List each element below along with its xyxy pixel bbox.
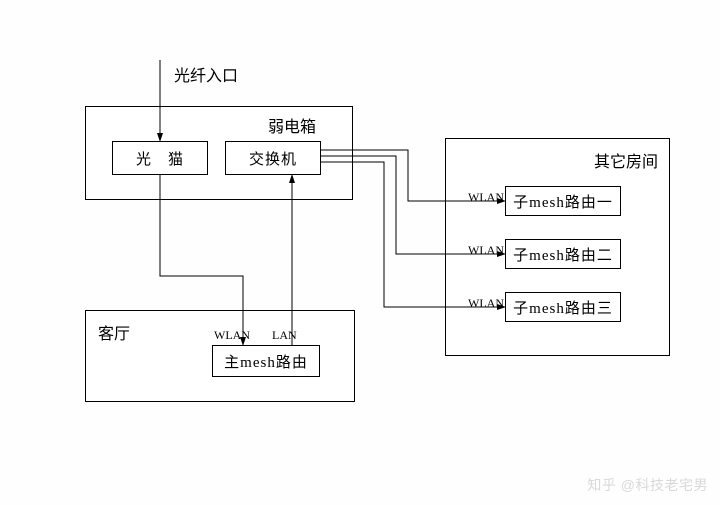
label-mesh3-wlan: WLAN [468,296,504,311]
label-main-lan: LAN [272,328,297,343]
node-mesh1-label: 子mesh路由一 [513,191,613,212]
label-main-wlan: WLAN [214,328,250,343]
label-mesh2-wlan: WLAN [468,243,504,258]
label-weak-box: 弱电箱 [268,113,316,137]
watermark: 知乎 @科技老宅男 [587,475,708,495]
node-mesh2: 子mesh路由二 [505,239,621,269]
node-switch: 交换机 [225,141,321,175]
node-mesh1: 子mesh路由一 [505,186,621,216]
node-main-label: 主mesh路由 [224,351,308,372]
node-switch-label: 交换机 [249,148,297,169]
node-modem-label: 光 猫 [136,148,184,169]
node-mesh3-label: 子mesh路由三 [513,297,613,318]
node-main-router: 主mesh路由 [212,345,320,377]
node-mesh3: 子mesh路由三 [505,292,621,322]
label-living-room: 客厅 [98,320,130,344]
node-modem: 光 猫 [112,141,208,175]
node-mesh2-label: 子mesh路由二 [513,244,613,265]
diagram-viewport: 光纤入口 弱电箱 客厅 其它房间 WLAN LAN WLAN WLAN WLAN… [0,0,720,505]
label-fiber-in: 光纤入口 [174,62,238,86]
label-mesh1-wlan: WLAN [468,190,504,205]
label-other-rooms: 其它房间 [594,148,658,172]
